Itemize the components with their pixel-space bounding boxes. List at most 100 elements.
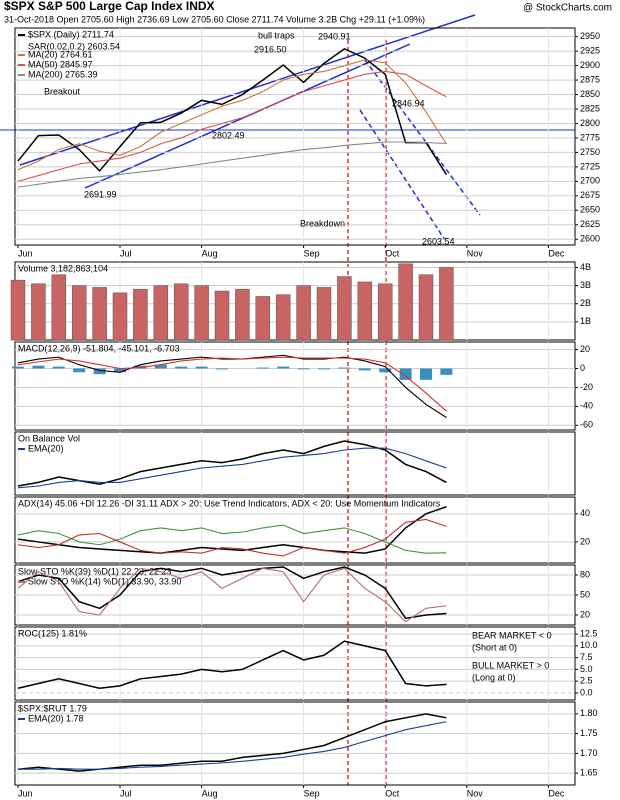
bar — [338, 367, 351, 369]
bar — [194, 285, 209, 341]
y-tick-label: 2825 — [580, 103, 600, 113]
bar — [175, 366, 188, 369]
bar — [216, 368, 228, 370]
series-line — [17, 518, 447, 557]
annotation: Breakdown — [300, 218, 345, 228]
bar — [337, 276, 352, 341]
y-tick-label: 2B — [580, 298, 591, 308]
y-tick-label: 2950 — [580, 31, 600, 41]
bar — [51, 274, 67, 341]
bar — [277, 366, 290, 369]
bar — [256, 367, 269, 369]
series-line — [17, 440, 447, 487]
panel-frame — [14, 431, 576, 496]
bar — [439, 267, 454, 341]
y-tick-label: 2750 — [580, 147, 600, 157]
bar — [235, 288, 250, 341]
y-tick-label: 3B — [580, 280, 591, 290]
bar — [154, 364, 167, 369]
bar — [399, 368, 412, 380]
chart-title: $SPX S&P 500 Large Cap Index INDX — [4, 0, 215, 13]
bar — [32, 365, 45, 369]
x-tick-label: Dec — [548, 248, 565, 258]
series-line — [17, 506, 447, 554]
panel-frame — [14, 701, 576, 786]
y-tick-label: 2875 — [580, 74, 600, 84]
annotation: bull traps — [258, 30, 295, 40]
x-tick-label: Sep — [304, 788, 320, 798]
legend-label: Slow STO %K(14) %D(1) 33.90, 33.90 — [28, 576, 181, 586]
y-tick-label: 80 — [580, 569, 590, 579]
y-tick-label: 2900 — [580, 60, 600, 70]
y-tick-label: 2850 — [580, 89, 600, 99]
y-tick-label: 20 — [580, 536, 590, 546]
annotation: 2846.94 — [392, 98, 425, 108]
y-tick-label: 4B — [580, 262, 591, 272]
annotation: BULL MARKET > 0 — [472, 660, 549, 670]
x-tick-label: Nov — [467, 248, 484, 258]
y-tick-label: 2775 — [580, 132, 600, 142]
bar — [73, 368, 86, 373]
panel-title: ROC(125) 1.81% — [18, 628, 87, 638]
y-tick-label: 2675 — [580, 190, 600, 200]
series-line — [17, 356, 447, 412]
bar — [173, 283, 189, 341]
series-line — [17, 447, 447, 489]
y-tick-label: 40 — [580, 508, 590, 518]
y-tick-label: -40 — [580, 401, 593, 411]
panel-title: $SPX:$RUT 1.79 — [18, 703, 87, 713]
panel-frame — [14, 341, 576, 431]
series-line — [17, 567, 447, 623]
x-tick-label: Dec — [548, 788, 565, 798]
annotation: 2916.50 — [254, 44, 287, 54]
panel-frame — [14, 626, 576, 701]
bar — [297, 368, 310, 370]
bar — [358, 368, 371, 371]
bar — [275, 294, 291, 341]
x-tick-label: Jul — [120, 248, 132, 258]
series-line — [17, 354, 447, 418]
legend-label: $SPX (Daily) 2711.74 — [28, 29, 114, 39]
annotation: Breakout — [44, 86, 81, 96]
y-tick-label: 20 — [580, 609, 590, 619]
bar — [214, 290, 230, 341]
annotation: SAR(0.02,0.2) 2603.54 — [28, 41, 120, 51]
bar — [357, 281, 373, 341]
panel-frame — [14, 496, 576, 564]
x-tick-label: Aug — [202, 788, 218, 798]
event-lines — [347, 40, 387, 785]
series-line — [17, 713, 447, 772]
y-tick-label: 20 — [580, 344, 590, 354]
subtitle: 31-Oct-2018 Open 2705.60 High 2736.69 Lo… — [4, 14, 425, 24]
y-tick-label: 2800 — [580, 118, 600, 128]
y-tick-label: 1.65 — [580, 768, 598, 778]
bar — [153, 285, 169, 341]
annotation: 2940.91 — [318, 31, 351, 41]
y-tick-label: 1B — [580, 316, 591, 326]
bar — [133, 288, 148, 341]
annotation: 2603.54 — [422, 236, 455, 246]
y-tick-label: 1.70 — [580, 748, 598, 758]
annotation: 2691.99 — [84, 189, 117, 199]
annotation: BEAR MARKET < 0 — [472, 630, 552, 640]
y-tick-label: 5.0 — [580, 664, 593, 674]
legend-label: EMA(20) — [28, 443, 64, 453]
y-tick-label: 0 — [580, 363, 585, 373]
bar — [296, 285, 311, 341]
bar — [318, 368, 330, 370]
y-tick-label: 1.75 — [580, 728, 598, 738]
x-tick-label: Jun — [18, 788, 33, 798]
y-tick-label: 12.5 — [580, 628, 598, 638]
y-tick-label: 2600 — [580, 234, 600, 244]
annotation: (Long at 0) — [472, 672, 516, 682]
panel-title: Volume 3,182,863,104 — [18, 263, 108, 273]
bar — [255, 296, 271, 341]
y-tick-label: 2.5 — [580, 676, 593, 686]
y-tick-label: 10.0 — [580, 640, 598, 650]
series-line — [17, 47, 448, 175]
series-line — [18, 721, 447, 770]
y-tick-label: 2650 — [580, 205, 600, 215]
bar — [92, 287, 107, 341]
bar — [379, 368, 392, 373]
